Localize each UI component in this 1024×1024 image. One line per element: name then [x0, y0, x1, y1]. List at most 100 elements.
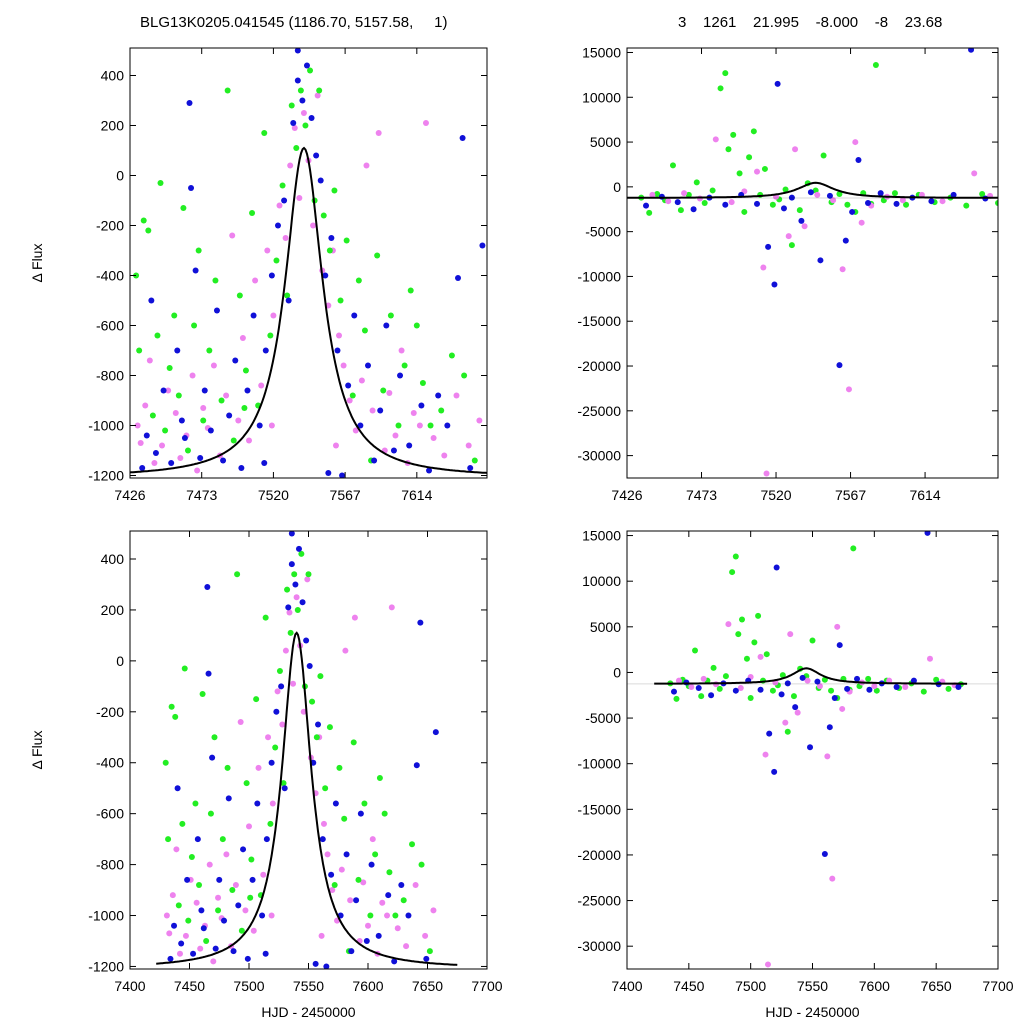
data-point-blue [780, 205, 787, 212]
data-point-green [386, 869, 393, 876]
plot-frame [129, 530, 488, 970]
x-tick-label: 7600 [352, 978, 383, 994]
data-point-blue [192, 267, 199, 274]
data-point-green [191, 322, 198, 329]
data-point-green [185, 917, 192, 924]
data-point-magenta [763, 470, 770, 477]
x-tick-label: 7520 [258, 487, 289, 503]
y-tick-label: -5000 [585, 710, 621, 726]
data-point-green [211, 734, 218, 741]
model-curve [627, 181, 998, 199]
data-point-blue [244, 955, 251, 962]
data-point-green [844, 201, 851, 208]
data-point-magenta [839, 705, 846, 712]
data-point-green [192, 800, 199, 807]
data-point-blue [167, 955, 174, 962]
y-tick-label: -1000 [88, 908, 124, 924]
data-point-blue [390, 447, 397, 454]
data-point-green [796, 207, 803, 214]
data-point-blue [459, 135, 466, 141]
data-point-magenta [351, 614, 358, 621]
data-point-blue [198, 907, 205, 914]
data-point-magenta [177, 455, 184, 461]
data-point-blue [226, 412, 233, 419]
data-point-blue [213, 307, 220, 314]
data-points [667, 531, 964, 968]
data-point-blue [186, 100, 193, 106]
data-point-green [267, 820, 274, 827]
data-point-blue [319, 836, 326, 843]
data-point-magenta [146, 357, 153, 364]
y-tick-label: 0 [613, 664, 621, 680]
data-point-magenta [250, 927, 257, 934]
x-tick-label: 7614 [401, 487, 432, 503]
data-point-blue [281, 197, 288, 204]
data-point-blue [836, 642, 843, 649]
data-point-blue [877, 190, 884, 197]
data-point-blue [143, 432, 150, 439]
data-point-green [743, 655, 750, 662]
data-point-blue [955, 684, 962, 691]
data-point-green [1011, 196, 1017, 202]
x-axis-label: HJD - 2450000 [765, 1004, 859, 1020]
data-point-green [419, 380, 426, 386]
data-point-magenta [189, 372, 196, 379]
data-point-magenta [252, 277, 259, 284]
x-tick-label: 7450 [673, 978, 704, 994]
data-point-blue [294, 48, 301, 54]
data-point-magenta [782, 719, 789, 726]
x-tick-label: 7550 [797, 978, 828, 994]
data-point-blue [708, 692, 715, 699]
data-point-green [784, 728, 791, 735]
data-point-magenta [375, 130, 382, 136]
x-tick-label: 7500 [735, 978, 766, 994]
data-point-blue [190, 950, 197, 957]
data-point-green [698, 693, 705, 700]
data-points [162, 531, 439, 969]
data-point-green [739, 616, 746, 623]
data-point-green [392, 912, 399, 919]
data-point-green [438, 407, 445, 414]
data-point-green [413, 322, 420, 329]
data-point-blue [288, 531, 295, 537]
plot-frame [626, 530, 999, 970]
y-tick-label: 200 [101, 602, 125, 618]
data-point-blue [674, 199, 681, 206]
data-point-blue [303, 62, 310, 69]
data-point-green [212, 277, 219, 284]
data-point-blue [207, 427, 214, 434]
y-tick-label: 15000 [582, 528, 621, 544]
y-tick-label: -25000 [577, 403, 621, 419]
data-point-blue [670, 688, 677, 695]
data-point-blue [849, 208, 856, 215]
data-point-green [355, 277, 362, 284]
data-point-magenta [229, 232, 236, 239]
data-point-blue [139, 465, 146, 471]
data-point-blue [683, 679, 690, 686]
chart-title-right: 3 1261 21.995 -8.000 -8 23.68 [678, 14, 943, 31]
data-point-magenta [287, 162, 294, 169]
y-tick-label: 0 [116, 168, 124, 184]
data-point-magenta [291, 125, 298, 131]
data-point-magenta [403, 943, 410, 950]
data-point-magenta [394, 925, 401, 932]
y-tick-label: -1000 [88, 418, 124, 434]
data-point-blue [306, 662, 313, 669]
data-point-blue [174, 785, 181, 792]
data-point-blue [290, 120, 297, 126]
data-point-green [272, 744, 279, 751]
data-point-blue [240, 846, 247, 853]
data-point-blue [771, 768, 778, 775]
data-point-blue [348, 948, 355, 955]
data-point-blue [821, 851, 828, 858]
data-point-magenta [232, 881, 239, 888]
data-point-blue [365, 362, 371, 369]
data-point-green [224, 87, 231, 94]
data-point-blue [343, 851, 350, 858]
data-point-blue [444, 422, 451, 429]
data-point-green [395, 422, 402, 429]
data-point-green [166, 365, 173, 371]
data-point-magenta [318, 932, 325, 939]
plot-frame [129, 47, 488, 479]
data-point-green [732, 553, 739, 560]
